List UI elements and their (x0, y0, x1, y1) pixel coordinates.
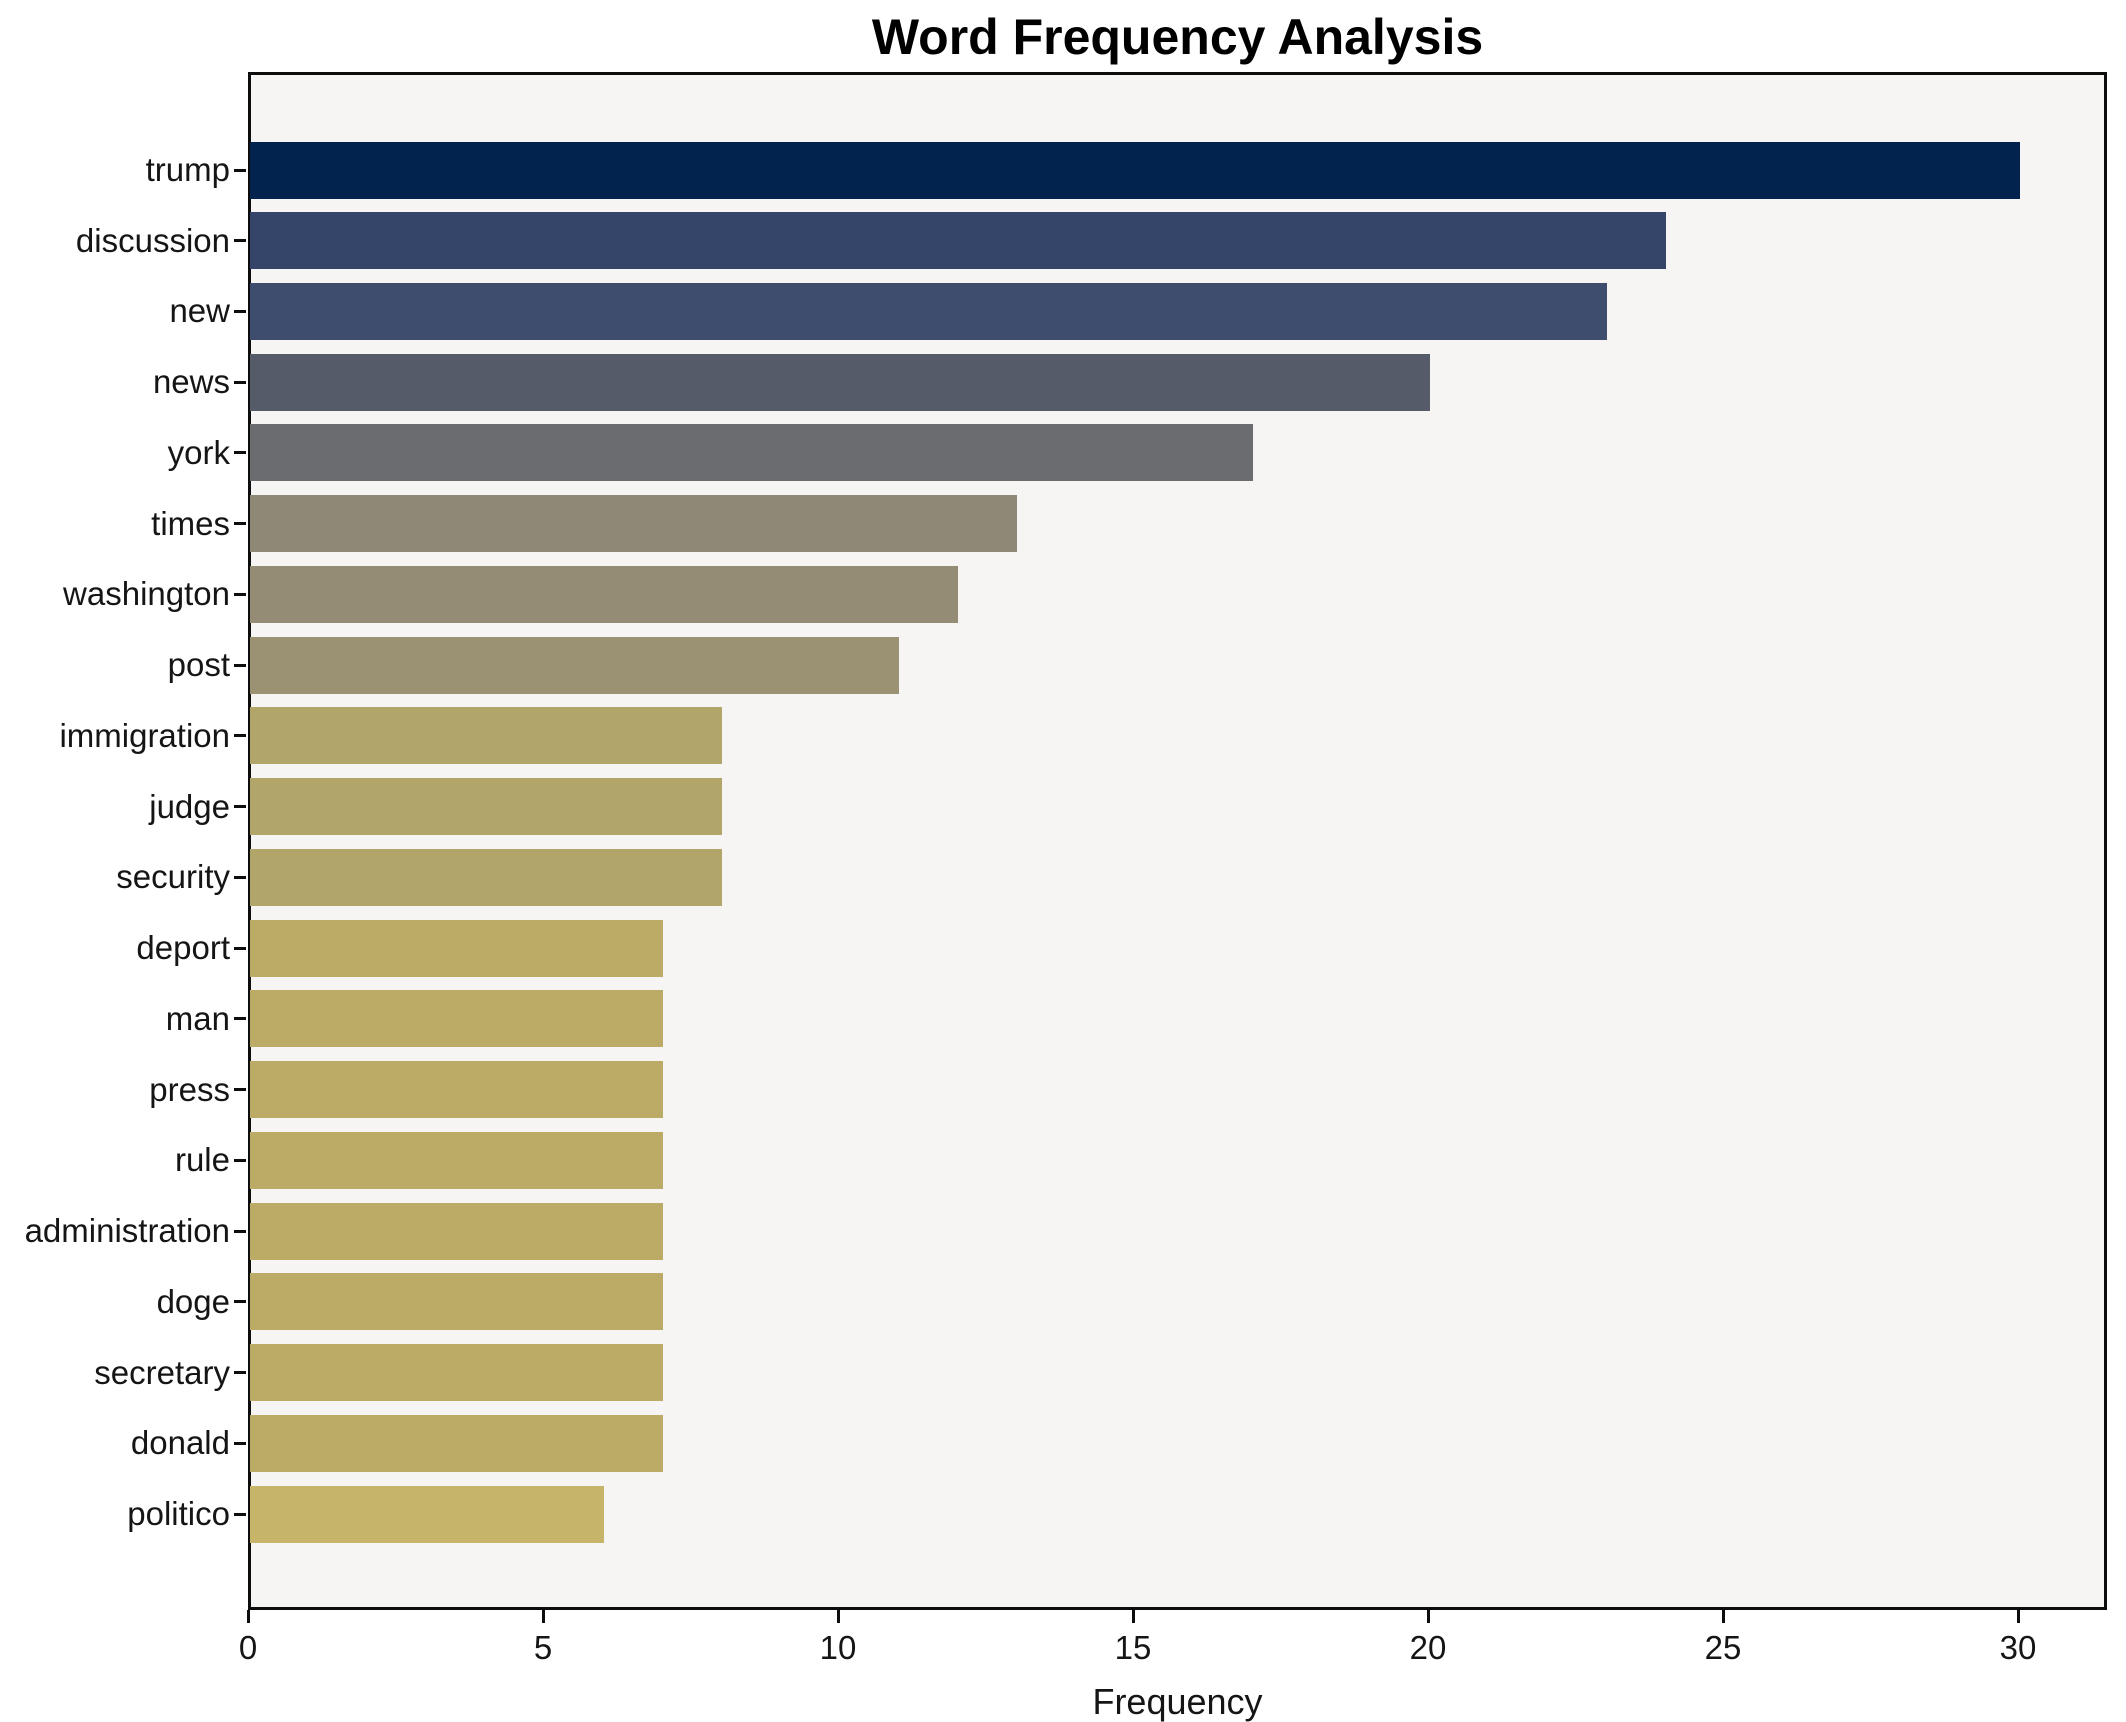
x-tick-label-10: 10 (819, 1629, 857, 1666)
y-tick-label-post: post (167, 646, 230, 684)
chart-title: Word Frequency Analysis (871, 9, 1484, 65)
bar-secretary (250, 1344, 663, 1402)
bar-trump (250, 141, 2020, 199)
y-tick-label-trump: trump (145, 151, 230, 188)
y-tick-mark (234, 592, 246, 596)
y-tick-label-news: news (152, 363, 230, 401)
y-tick-mark (234, 1229, 246, 1233)
bar-rule (250, 1131, 663, 1189)
y-tick-mark (234, 1512, 246, 1516)
y-tick-mark (234, 946, 246, 950)
y-tick-label-politico: politico (127, 1495, 230, 1533)
bar-donald (250, 1414, 663, 1472)
bar-administration (250, 1202, 663, 1260)
y-tick-label-immigration: immigration (59, 716, 230, 754)
y-tick-label-administration: administration (24, 1212, 230, 1250)
y-tick-label-secretary: secretary (94, 1353, 230, 1391)
y-tick-label-york: york (167, 433, 230, 471)
y-tick-label-judge: judge (149, 787, 230, 825)
y-tick-mark (234, 663, 246, 667)
x-tick-mark (1131, 1610, 1135, 1623)
y-tick-mark (234, 734, 246, 738)
bar-times (250, 495, 1017, 553)
bar-discussion (250, 212, 1666, 270)
x-tick-mark (246, 1610, 250, 1623)
y-tick-label-washington: washington (63, 575, 230, 613)
bar-post (250, 636, 899, 694)
y-tick-label-new: new (169, 292, 230, 330)
bar-washington (250, 565, 958, 623)
y-tick-mark (234, 451, 246, 455)
bar-new (250, 282, 1607, 340)
y-tick-label-times: times (151, 504, 230, 542)
bar-man (250, 990, 663, 1048)
y-tick-mark (234, 380, 246, 384)
y-tick-mark (234, 805, 246, 809)
y-tick-label-deport: deport (136, 929, 230, 967)
x-tick-mark (836, 1610, 840, 1623)
y-tick-label-rule: rule (174, 1141, 230, 1179)
y-tick-label-security: security (116, 858, 230, 896)
x-tick-label-0: 0 (238, 1629, 258, 1666)
y-tick-mark (234, 1300, 246, 1304)
y-tick-mark (234, 168, 246, 172)
y-tick-label-discussion: discussion (75, 221, 230, 259)
bar-politico (250, 1485, 604, 1543)
y-tick-label-donald: donald (130, 1424, 230, 1462)
bar-press (250, 1061, 663, 1119)
y-tick-mark (234, 1441, 246, 1445)
x-tick-label-25: 25 (1704, 1629, 1742, 1666)
x-tick-mark (1426, 1610, 1430, 1623)
x-tick-label-15: 15 (1114, 1629, 1152, 1666)
x-tick-mark (1721, 1610, 1725, 1623)
x-axis-label: Frequency (1092, 1681, 1263, 1722)
bar-immigration (250, 707, 722, 765)
bar-doge (250, 1273, 663, 1331)
x-tick-label-30: 30 (1999, 1629, 2037, 1666)
y-tick-mark (234, 309, 246, 313)
bar-security (250, 848, 722, 906)
y-tick-label-press: press (149, 1070, 230, 1108)
bar-york (250, 424, 1253, 482)
bar-news (250, 353, 1430, 411)
y-tick-mark (234, 239, 246, 243)
x-tick-mark (541, 1610, 545, 1623)
y-tick-mark (234, 1371, 246, 1375)
x-tick-label-20: 20 (1409, 1629, 1447, 1666)
y-tick-label-doge: doge (156, 1282, 230, 1320)
x-tick-mark (2016, 1610, 2020, 1623)
y-tick-mark (234, 875, 246, 879)
y-tick-mark (234, 522, 246, 526)
x-tick-label-5: 5 (533, 1629, 553, 1666)
y-tick-mark (234, 1158, 246, 1162)
bar-judge (250, 778, 722, 836)
y-tick-mark (234, 1017, 246, 1021)
y-tick-label-man: man (165, 999, 230, 1037)
bar-deport (250, 919, 663, 977)
y-tick-mark (234, 1088, 246, 1092)
